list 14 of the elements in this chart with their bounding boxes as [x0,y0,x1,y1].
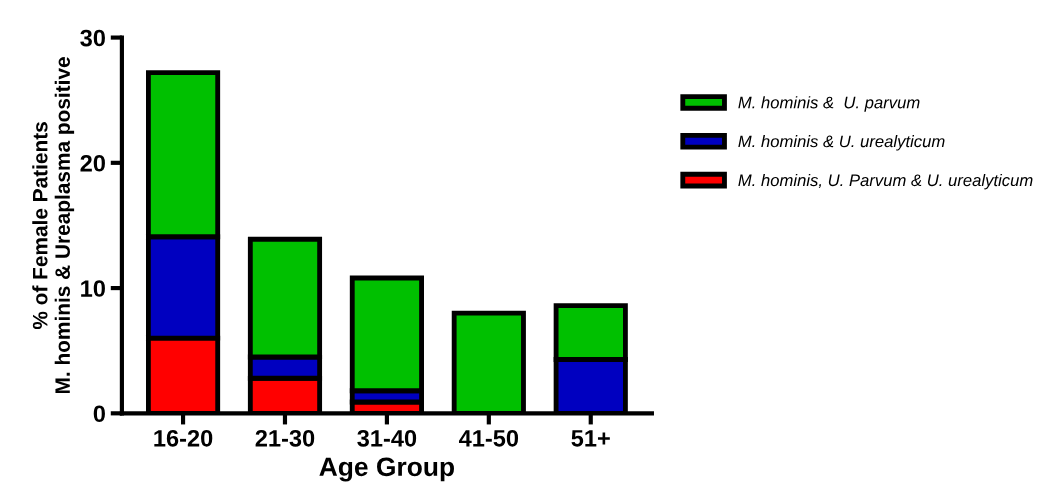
y-axis-title: % of Female Patients M. hominis & Ureaplasma positive [32,57,75,394]
y-tick-label: 30 [80,29,105,47]
legend-label: M. hominis, U. Parvum & U. urealyticum [738,173,1033,190]
legend-label: M. hominis & U. parvum [738,96,920,112]
x-tick-label: 16-20 [154,429,213,447]
legend-label: M. hominis & U. urealyticum [738,135,945,151]
x-tick-label: 51+ [571,430,610,447]
y-tick-label: 0 [93,405,105,423]
x-tick-label: 31-40 [357,429,417,447]
x-tick-label: 41-50 [458,429,519,447]
y-tick-label: 10 [81,280,105,297]
x-tick-label: 21-30 [255,429,315,447]
y-tick-label: 20 [80,154,105,172]
x-axis-title: Age Group [319,457,454,482]
